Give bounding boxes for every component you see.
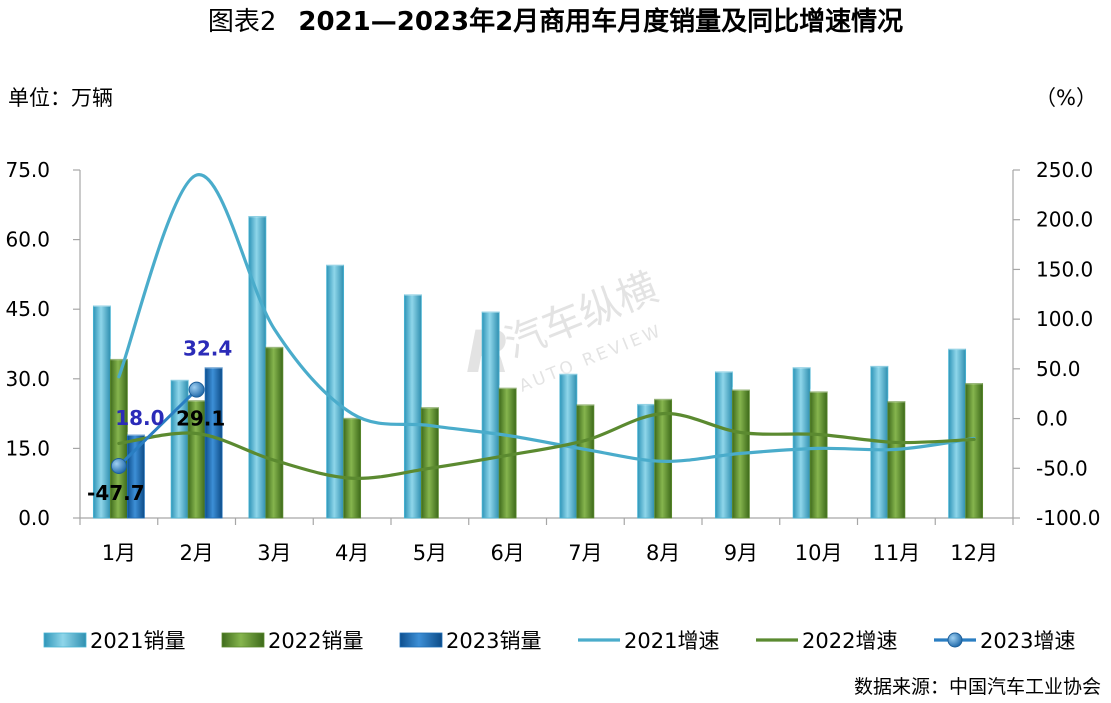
bar-cap-2021销量 — [559, 371, 577, 376]
chart-title: 图表2 2021—2023年2月商用车月度销量及同比增速情况 — [0, 2, 1111, 42]
bar-cap-2021销量 — [248, 213, 266, 218]
right-y-tick-label: 0.0 — [1036, 407, 1068, 431]
bar-2022销量 — [887, 401, 906, 519]
chart-title-prefix: 图表2 — [207, 7, 277, 37]
right-y-tick-label: 50.0 — [1036, 357, 1081, 381]
bar-cap-2021销量 — [948, 346, 966, 351]
data-label: 32.4 — [183, 337, 232, 361]
right-y-tick-label: 250.0 — [1036, 158, 1093, 182]
bar-cap-2022销量 — [110, 356, 128, 361]
bar-2021销量 — [792, 367, 811, 519]
bar-2021销量 — [326, 264, 345, 519]
bar-2021销量 — [481, 311, 500, 519]
bar-cap-2021销量 — [171, 377, 189, 382]
bar-2022销量 — [809, 391, 828, 519]
right-y-tick-label: 100.0 — [1036, 307, 1093, 331]
right-y-tick-label: -100.0 — [1036, 506, 1100, 530]
x-tick-label: 10月 — [795, 541, 843, 565]
bar-cap-2022销量 — [499, 385, 517, 390]
bar-cap-2021销量 — [870, 363, 888, 368]
x-tick-label: 8月 — [646, 541, 680, 565]
bar-cap-2022销量 — [188, 397, 206, 402]
bar-cap-2023销量 — [127, 431, 145, 436]
bar-cap-2022销量 — [654, 396, 672, 401]
data-label: 18.0 — [115, 406, 164, 430]
data-label: 29.1 — [176, 407, 225, 431]
line-2022增速 — [117, 411, 976, 480]
bar-cap-2022销量 — [732, 386, 750, 391]
bar-2022销量 — [654, 398, 673, 519]
chart-title-main: 2021—2023年2月商用车月度销量及同比增速情况 — [298, 7, 904, 37]
x-tick-label: 3月 — [257, 541, 291, 565]
left-y-tick-label: 60.0 — [5, 228, 50, 252]
bar-2021销量 — [403, 294, 422, 519]
x-tick-label: 11月 — [873, 541, 921, 565]
marker-2023增速 — [188, 381, 205, 398]
x-tick-label: 6月 — [490, 541, 524, 565]
axes: 0.0 15.0 30.0 45.0 60.0 75.0 -100.0 -50.0 0.0 50.… — [5, 158, 1100, 565]
bar-2022销量 — [420, 407, 439, 519]
x-tick-label: 12月 — [950, 541, 998, 565]
left-y-tick-label: 45.0 — [5, 297, 50, 321]
bar-cap-2022销量 — [965, 380, 983, 385]
legend-label: 2022销量 — [268, 629, 363, 653]
x-tick-label: 5月 — [413, 541, 447, 565]
line-series — [110, 173, 976, 480]
right-y-tick-label: 200.0 — [1036, 208, 1093, 232]
bar-2023销量 — [126, 434, 145, 519]
data-labels: 18.0 32.4 -47.7 29.1 — [87, 337, 232, 505]
x-tick-label: 4月 — [335, 541, 369, 565]
bar-cap-2022销量 — [343, 415, 361, 420]
x-tick-label: 9月 — [724, 541, 758, 565]
right-y-tick-label: 150.0 — [1036, 257, 1093, 281]
legend-label: 2023销量 — [446, 629, 541, 653]
legend-swatch-2021销量 — [43, 632, 87, 648]
data-source: 数据来源：中国汽车工业协会 — [853, 676, 1101, 698]
legend: 2021销量 2022销量 2023销量 2021增速 2022增速 2023增速 — [43, 629, 1075, 653]
bar-cap-2023销量 — [205, 364, 223, 369]
legend-label: 2023增速 — [980, 629, 1075, 653]
bar-2021销量 — [948, 348, 967, 519]
bar-cap-2021销量 — [404, 291, 422, 296]
line-2021增速 — [117, 173, 976, 463]
legend-label: 2021销量 — [90, 629, 185, 653]
left-y-tick-label: 0.0 — [18, 506, 50, 530]
right-y-tick-label: -50.0 — [1036, 456, 1088, 480]
right-axis-unit: （%） — [1035, 86, 1097, 110]
x-tick-label: 1月 — [102, 541, 136, 565]
bar-cap-2021销量 — [637, 401, 655, 406]
x-tick-label: 2月 — [179, 541, 213, 565]
marker-2023增速 — [110, 457, 127, 474]
bar-2022销量 — [343, 417, 362, 519]
bar-cap-2022销量 — [576, 401, 594, 406]
bar-series — [92, 213, 984, 519]
bar-cap-2022销量 — [421, 404, 439, 409]
legend-label: 2022增速 — [802, 629, 897, 653]
bar-2022销量 — [265, 346, 284, 519]
data-label: -47.7 — [87, 481, 145, 505]
bar-cap-2022销量 — [887, 398, 905, 403]
bar-cap-2021销量 — [93, 302, 111, 307]
legend-label: 2021增速 — [624, 629, 719, 653]
bar-cap-2021销量 — [482, 308, 500, 313]
bar-cap-2021销量 — [715, 368, 733, 373]
left-axis-unit: 单位：万辆 — [8, 86, 113, 110]
bar-2022销量 — [965, 383, 984, 519]
legend-swatch-2023销量 — [399, 632, 443, 648]
left-y-tick-label: 75.0 — [5, 158, 50, 182]
bar-cap-2022销量 — [265, 344, 283, 349]
legend-swatch-2022销量 — [221, 632, 265, 648]
x-tick-label: 7月 — [568, 541, 602, 565]
bar-cap-2021销量 — [326, 262, 344, 267]
left-y-tick-label: 15.0 — [5, 436, 50, 460]
bar-2021销量 — [248, 215, 267, 519]
bar-cap-2022销量 — [810, 388, 828, 393]
bar-2023销量 — [204, 367, 223, 519]
left-y-tick-label: 30.0 — [5, 367, 50, 391]
bar-cap-2021销量 — [793, 364, 811, 369]
bar-2021销量 — [714, 371, 733, 519]
bar-2022销量 — [576, 404, 595, 519]
legend-marker-2023增速 — [947, 632, 963, 648]
